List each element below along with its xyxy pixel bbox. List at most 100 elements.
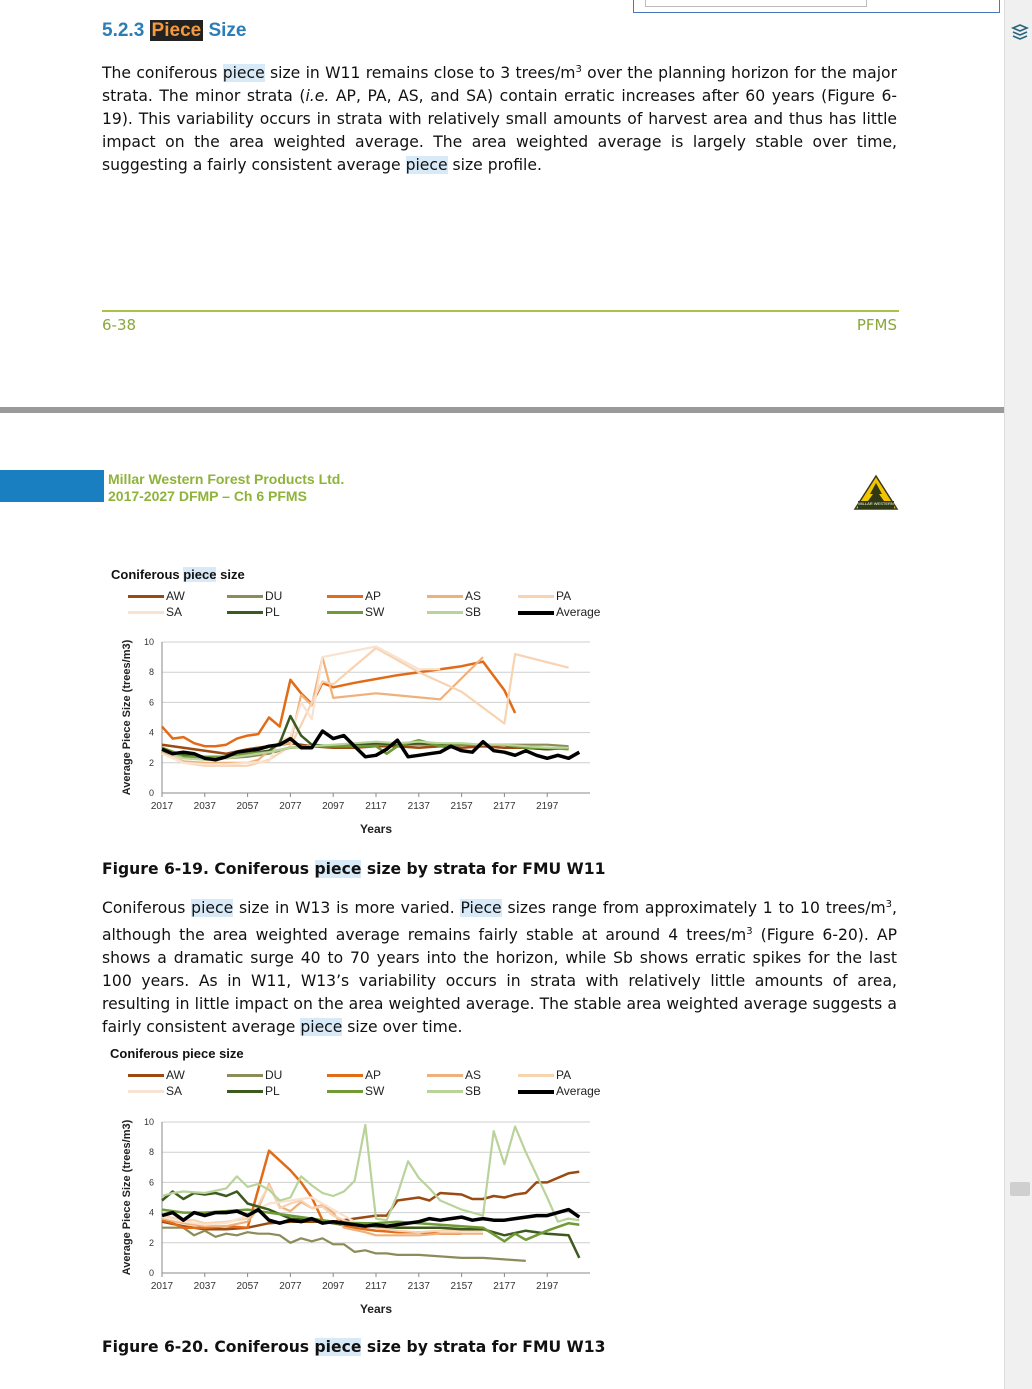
x-tick-label: 2037: [194, 1281, 217, 1292]
series-line-pa: [161, 1184, 483, 1234]
y-tick-label: 2: [149, 1238, 154, 1248]
legend-label: AS: [465, 1068, 482, 1082]
legend-label: PL: [265, 1084, 280, 1098]
series-line-ap: [161, 660, 517, 748]
tree-logo-icon: MILLAR WESTERN: [852, 474, 900, 512]
legend-swatch: [518, 595, 554, 598]
search-highlight: piece: [300, 1018, 343, 1037]
legend-swatch: [128, 595, 164, 598]
x-tick-label: 2097: [322, 1281, 345, 1292]
x-tick-label: 2077: [279, 1281, 302, 1292]
legend-swatch: [327, 1090, 363, 1093]
footer-page-number: 6-38: [102, 316, 137, 334]
y-tick-label: 6: [149, 697, 154, 707]
figure-6-20-caption: Figure 6-20. Coniferous piece size by st…: [102, 1338, 606, 1356]
x-tick-label: 2017: [151, 1281, 174, 1292]
figure-6-19-caption: Figure 6-19. Coniferous piece size by st…: [102, 860, 606, 878]
series-line-sb: [161, 1123, 580, 1223]
paragraph-w13: Coniferous piece size in W13 is more var…: [102, 899, 897, 1037]
x-tick-label: 2097: [322, 801, 345, 812]
y-axis-label: Average Piece Size (trees/m3): [121, 1119, 133, 1275]
series-line-average: [161, 729, 581, 762]
floating-panel-field: [645, 0, 867, 7]
chart1-title: Coniferous piece size: [111, 567, 245, 582]
legend-swatch: [128, 1090, 164, 1093]
header-color-tab: [0, 470, 104, 502]
legend-swatch: [227, 1090, 263, 1093]
legend-label: SB: [465, 1084, 482, 1098]
legend-label: AP: [365, 1068, 382, 1082]
y-tick-label: 4: [149, 1208, 154, 1218]
x-tick-label: 2057: [236, 1281, 259, 1292]
legend-label: PA: [556, 1068, 572, 1082]
chart2-svg: 0 2 4 6 8 10 2017 2037 2057 2077 2097 2117 2137 2157 2…: [121, 1117, 590, 1316]
legend-label: SA: [166, 1084, 183, 1098]
footer-doc-name: PFMS: [856, 316, 897, 334]
legend-swatch: [128, 611, 164, 614]
logo-text: MILLAR WESTERN: [858, 501, 894, 506]
x-tick-label: 2017: [151, 801, 174, 812]
legend-swatch: [518, 1090, 554, 1094]
plan-name: 2017-2027 DFMP – Ch 6 PFMS: [108, 488, 307, 504]
search-highlight-current: Piece: [149, 20, 204, 41]
x-tick-label: 2197: [536, 1281, 559, 1292]
page-separator: [0, 407, 1004, 413]
legend-swatch: [518, 1074, 554, 1077]
y-tick-label: 0: [149, 1268, 154, 1278]
legend-swatch: [427, 611, 463, 614]
legend-label: SW: [365, 605, 385, 619]
section-title-word: Size: [208, 20, 247, 41]
series-line-sb: [161, 740, 569, 761]
legend-label: SA: [166, 605, 183, 619]
x-axis-label: Years: [360, 822, 392, 836]
legend-label: PL: [265, 605, 280, 619]
series-line-pl: [161, 714, 569, 759]
legend-swatch: [227, 595, 263, 598]
x-tick-label: 2057: [236, 801, 259, 812]
page-header: Millar Western Forest Products Ltd. 2017…: [108, 471, 344, 505]
stack-icon[interactable]: [1010, 22, 1030, 42]
legend-label: AS: [465, 589, 482, 603]
search-highlight: piece: [183, 567, 217, 582]
legend-swatch: [427, 595, 463, 598]
legend-label: AW: [166, 589, 185, 603]
x-tick-label: 2177: [493, 801, 516, 812]
legend-swatch: [227, 1074, 263, 1077]
legend-swatch: [427, 1090, 463, 1093]
legend-label: DU: [265, 1068, 283, 1082]
series-line-average: [161, 1207, 581, 1228]
search-highlight: piece: [314, 860, 362, 878]
legend-label: Average: [556, 1084, 601, 1098]
y-tick-label: 10: [144, 637, 154, 647]
y-tick-label: 8: [149, 1147, 154, 1157]
x-tick-label: 2137: [408, 801, 431, 812]
legend-label: SW: [365, 1084, 385, 1098]
legend-swatch: [327, 1074, 363, 1077]
legend-swatch: [518, 611, 554, 615]
chart1-svg: 0 2 4 6 8 10 2017 2037 2057 2077 2097 2117 2137 2157 2…: [121, 637, 590, 836]
x-tick-label: 2117: [365, 1281, 387, 1292]
y-tick-label: 2: [149, 758, 154, 768]
search-highlight: piece: [191, 899, 234, 918]
y-tick-label: 0: [149, 788, 154, 798]
legend-swatch: [427, 1074, 463, 1077]
legend-swatch: [128, 1074, 164, 1077]
legend-swatch: [227, 611, 263, 614]
paragraph-w11: The coniferous piece size in W11 remains…: [102, 64, 897, 175]
series-line-du: [162, 1226, 526, 1262]
legend-swatch: [327, 595, 363, 598]
series-line-pa: [161, 646, 569, 767]
x-tick-label: 2177: [493, 1281, 516, 1292]
scrollbar-thumb[interactable]: [1010, 1182, 1030, 1196]
legend-label: Average: [556, 605, 601, 619]
x-tick-label: 2137: [408, 1281, 431, 1292]
series-line-as: [161, 656, 484, 764]
search-highlight: Piece: [460, 899, 502, 918]
x-tick-label: 2117: [365, 801, 387, 812]
x-tick-label: 2157: [450, 801, 473, 812]
y-tick-label: 10: [144, 1117, 154, 1127]
legend-label: AP: [365, 589, 382, 603]
series-line-ap: [161, 1149, 462, 1235]
series-line-sa: [161, 645, 441, 766]
vertical-scrollbar[interactable]: [1004, 0, 1032, 1389]
